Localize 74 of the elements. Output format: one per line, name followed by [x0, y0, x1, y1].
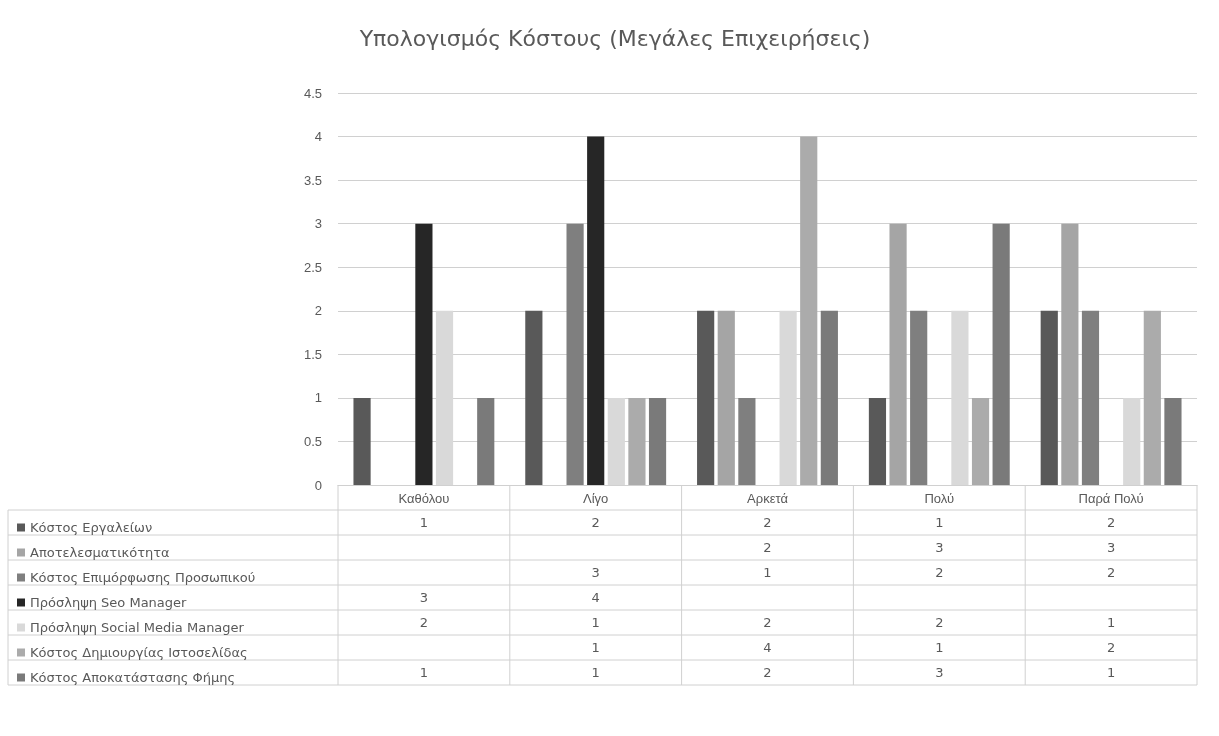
legend-label: Αποτελεσματικότητα [30, 545, 170, 560]
bar [1164, 397, 1182, 485]
y-tick-label: 1.5 [303, 346, 322, 362]
y-tick-label: 0.5 [303, 433, 322, 449]
data-label: 2 [419, 615, 429, 630]
bar [1040, 310, 1058, 485]
data-label: 3 [935, 665, 944, 680]
bar [910, 310, 928, 485]
bar [820, 310, 838, 485]
data-label: 1 [763, 565, 772, 580]
data-label: 3 [591, 565, 600, 580]
bar [889, 223, 907, 485]
bar [717, 310, 735, 485]
legend-label: Κόστος Δημιουργίας Ιστοσελίδας [30, 645, 248, 660]
data-label: 1 [1106, 615, 1116, 630]
x-tick-label: Παρά Πολύ [1078, 491, 1144, 506]
bar [477, 397, 495, 485]
data-label: 2 [763, 665, 772, 680]
bar [648, 397, 667, 485]
data-label: 3 [419, 590, 429, 605]
legend-label: Κόστος Εργαλείων [30, 520, 153, 535]
y-tick-label: 1 [314, 390, 322, 406]
y-tick-label: 4.5 [303, 85, 322, 101]
bar [566, 223, 584, 485]
data-label: 4 [591, 590, 600, 605]
legend-label: Κόστος Αποκατάστασης Φήμης [30, 670, 236, 685]
legend-label: Πρόσληψη Social Media Manager [30, 620, 245, 635]
data-label: 2 [763, 515, 772, 530]
bar [992, 223, 1010, 485]
bar [1081, 310, 1100, 485]
data-label: 2 [935, 615, 944, 630]
data-label: 1 [1106, 665, 1116, 680]
bar [971, 397, 990, 485]
x-tick-label: Πολύ [924, 491, 955, 506]
bar [587, 136, 605, 485]
data-label: 3 [935, 540, 944, 555]
bar [1061, 223, 1079, 485]
data-label: 1 [935, 640, 944, 655]
y-tick-label: 2.5 [303, 259, 322, 275]
data-label: 1 [935, 515, 944, 530]
bar [353, 397, 371, 485]
bar [628, 397, 646, 485]
data-label: 4 [763, 640, 772, 655]
data-label: 2 [591, 515, 600, 530]
x-tick-label: Λίγο [583, 491, 609, 506]
bar [415, 223, 433, 485]
data-label: 1 [591, 665, 600, 680]
x-tick-label: Καθόλου [398, 491, 450, 506]
bar [868, 397, 887, 485]
bar [800, 136, 818, 485]
data-label: 3 [1106, 540, 1116, 555]
data-label: 2 [763, 540, 772, 555]
y-tick-label: 3 [314, 216, 322, 232]
data-label: 2 [935, 565, 944, 580]
data-label: 1 [419, 515, 429, 530]
bar [697, 310, 715, 485]
data-label: 2 [763, 615, 772, 630]
data-label: 1 [419, 665, 429, 680]
bar [738, 397, 756, 485]
data-label: 1 [591, 640, 600, 655]
y-tick-label: 0 [314, 477, 322, 493]
bar [525, 310, 543, 485]
data-label: 2 [1106, 565, 1116, 580]
data-label: 1 [591, 615, 600, 630]
y-tick-label: 4 [314, 129, 322, 145]
data-label: 2 [1106, 640, 1116, 655]
bar [1143, 310, 1161, 485]
y-tick-label: 2 [314, 303, 322, 319]
legend-label: Πρόσληψη Seo Manager [30, 595, 188, 610]
legend-label: Κόστος Επιμόρφωσης Προσωπικού [30, 570, 256, 585]
chart-title: Υπολογισμός Κόστους (Μεγάλες Επιχειρήσεις) [358, 25, 871, 51]
x-tick-label: Αρκετά [747, 491, 789, 506]
data-label: 2 [1106, 515, 1116, 530]
y-tick-label: 3.5 [303, 172, 322, 188]
